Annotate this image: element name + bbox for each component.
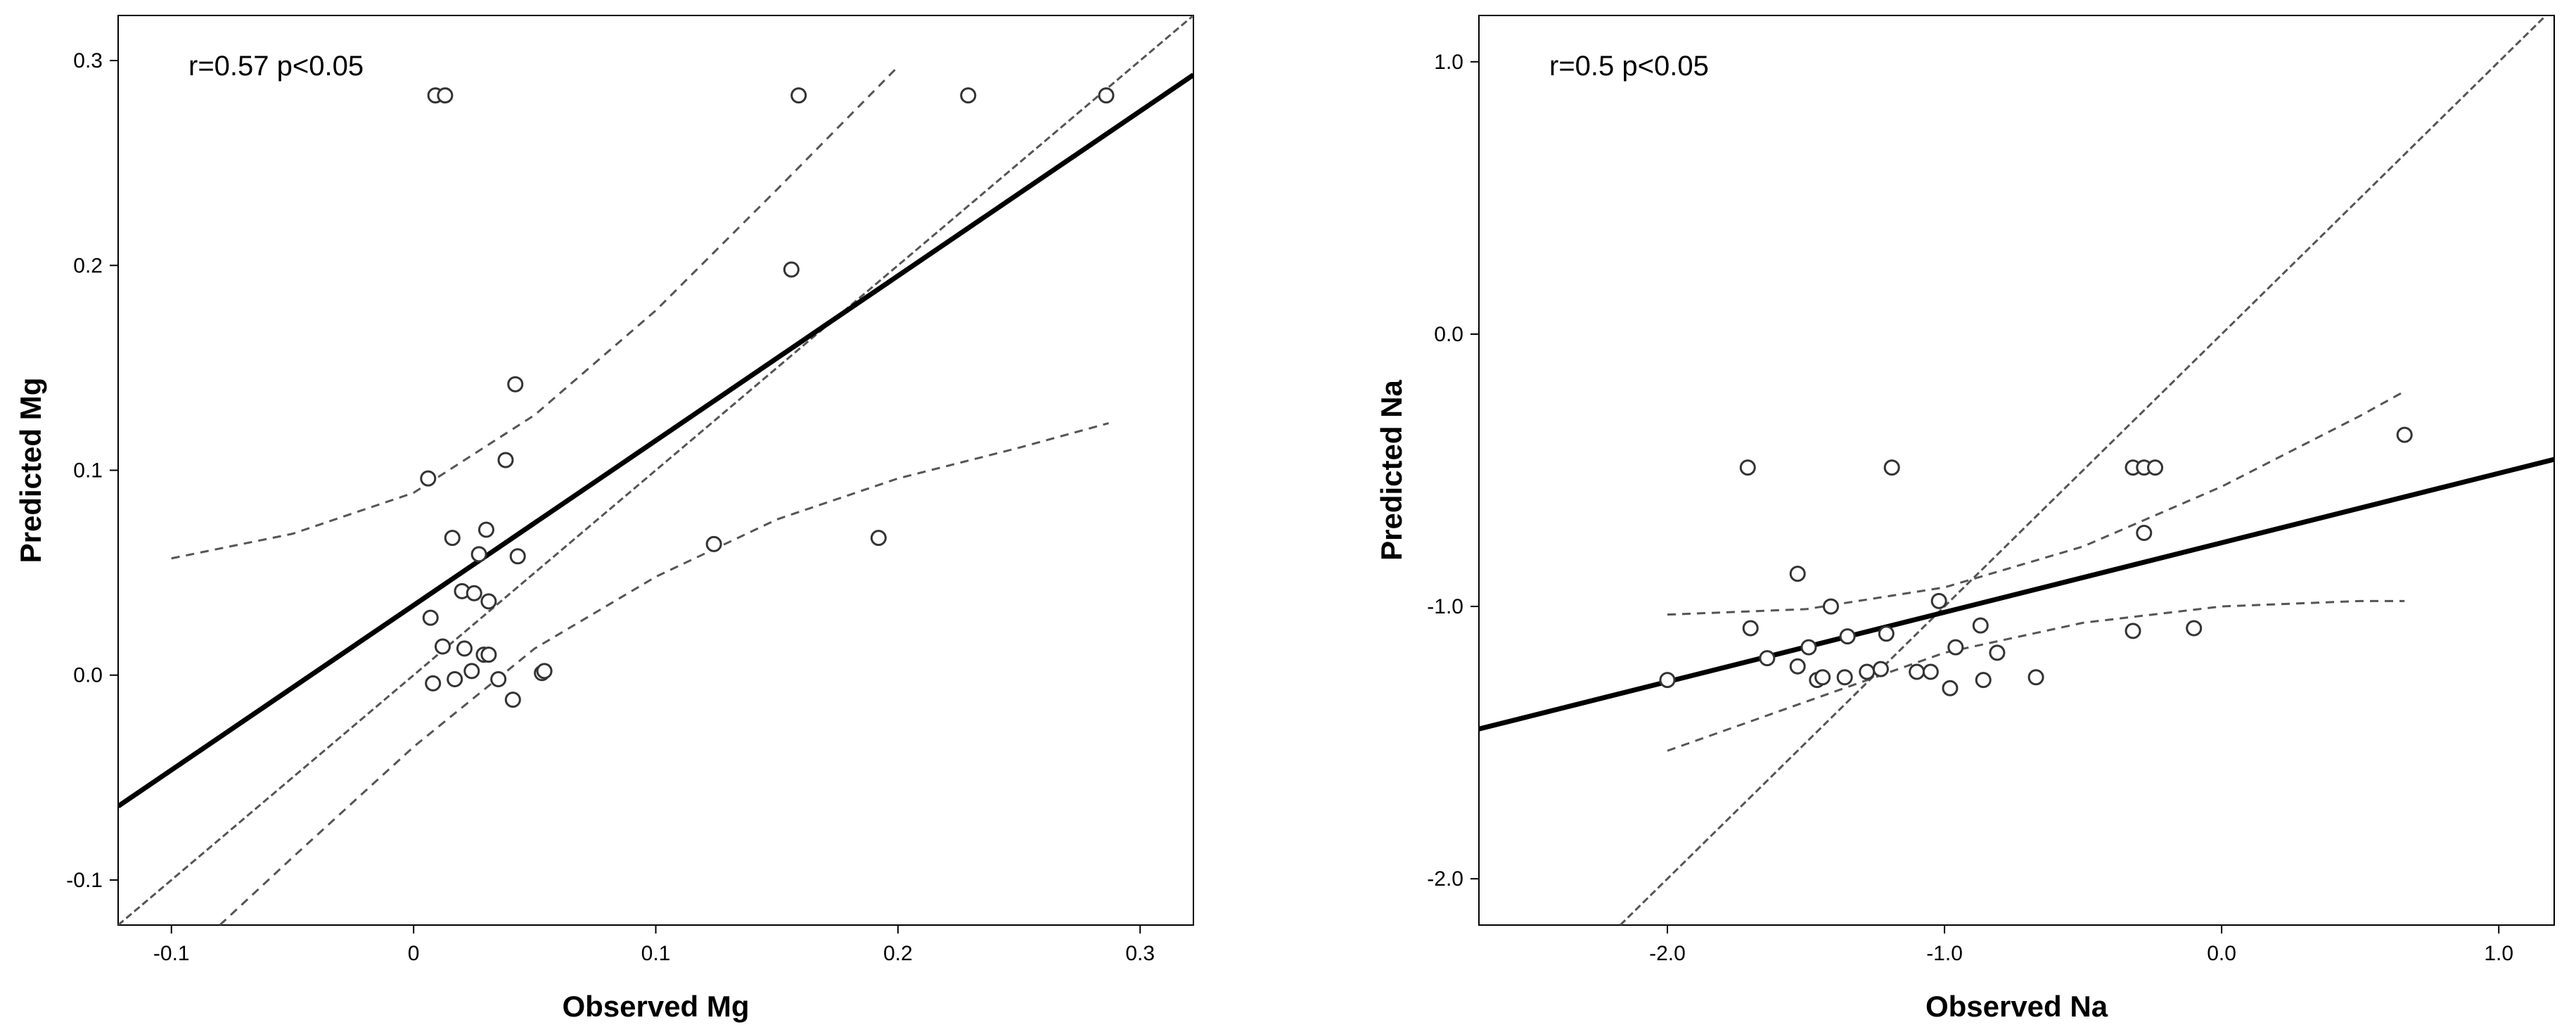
data-point [444,530,461,547]
y-tick-label: 0.1 [73,459,103,483]
data-point [783,261,800,278]
data-point [1883,459,1900,476]
plot-area-frame [1478,15,2555,926]
x-tick-label: 1.0 [2484,942,2513,965]
data-point [504,692,521,708]
data-point [1836,669,1853,686]
data-point [1739,459,1756,476]
data-point [1822,598,1839,615]
data-point [1989,644,2006,661]
data-point [447,671,463,688]
y-tick-label: 0.2 [73,254,103,277]
data-point [1789,658,1806,675]
x-tick-label: 0 [408,942,420,965]
correlation-annotation: r=0.57 p<0.05 [188,51,364,82]
data-point [1814,669,1831,686]
data-point [1942,680,1959,696]
regression-fit-line [118,72,1193,808]
data-point [1789,566,1806,582]
data-point [1098,87,1115,104]
data-point [1872,661,1889,677]
data-point [1859,663,1876,680]
data-point [470,546,487,563]
y-tick-label: -2.0 [1427,867,1463,891]
data-point [466,585,482,601]
data-point [870,530,887,547]
y-tick-label: 0.0 [1434,323,1463,346]
data-point [1839,628,1856,645]
x-tick-label: 0.2 [883,942,913,965]
identity-line [1619,15,2547,925]
data-point [1972,617,1989,634]
data-point [2125,623,2141,639]
data-point [463,663,480,680]
data-point [509,548,526,565]
data-point [1878,625,1895,642]
y-axis-title: Predicted Mg [14,378,47,563]
data-point [437,87,454,104]
x-tick-label: 0.3 [1125,942,1155,965]
y-tick-label: 0.0 [73,664,103,687]
data-point [1909,663,1925,680]
confidence-lower-curve [219,422,1109,925]
data-point [2136,525,2153,542]
x-tick-label: 0.0 [2207,942,2236,965]
chart-observed-vs-predicted-mg: r=0.57 p<0.05 Observed Mg Predicted Mg -… [14,15,1194,1023]
data-point [434,638,451,655]
data-point [705,535,722,552]
data-point [1975,672,1992,689]
data-point [1742,620,1759,637]
data-point [1759,650,1776,667]
data-point [507,376,524,393]
data-point [422,609,439,626]
y-tick-label: 0.3 [73,49,103,72]
data-point [497,452,514,469]
data-point [420,470,437,487]
y-tick-label: 1.0 [1434,51,1463,74]
data-point [478,521,494,538]
data-point [790,87,807,104]
data-point [2147,459,2164,476]
chart-observed-vs-predicted-na: r=0.5 p<0.05 Observed Na Predicted Na -2… [1375,15,2555,1023]
y-tick-label: -0.1 [66,869,103,892]
y-tick-label: -1.0 [1427,595,1463,618]
confidence-upper-curve [1667,390,2405,616]
data-point [1800,639,1817,656]
data-point [1947,639,1964,656]
data-point [456,640,473,657]
data-point [536,663,553,680]
data-point [2396,426,2413,443]
data-point [425,675,442,692]
data-point [480,593,497,610]
data-point [1922,663,1939,680]
x-tick-label: -2.0 [1649,942,1686,965]
data-point [480,646,497,663]
data-point [2186,620,2203,637]
line-layer [1479,15,2554,925]
data-point [2027,669,2044,686]
x-tick-label: 0.1 [641,942,671,965]
x-tick-label: -0.1 [153,942,190,965]
data-point [1930,592,1947,609]
data-point [490,671,507,688]
y-axis-title: Predicted Na [1375,379,1408,560]
confidence-upper-curve [171,65,899,560]
correlation-annotation: r=0.5 p<0.05 [1549,51,1709,82]
confidence-lower-curve [1667,599,2405,752]
line-layer [118,15,1193,925]
x-axis-title: Observed Mg [562,990,749,1023]
data-point [960,87,977,104]
data-point [1659,672,1676,689]
x-axis-title: Observed Na [1925,990,2108,1023]
identity-line [118,15,1193,925]
regression-fit-line [1479,457,2554,732]
x-tick-label: -1.0 [1926,942,1963,965]
